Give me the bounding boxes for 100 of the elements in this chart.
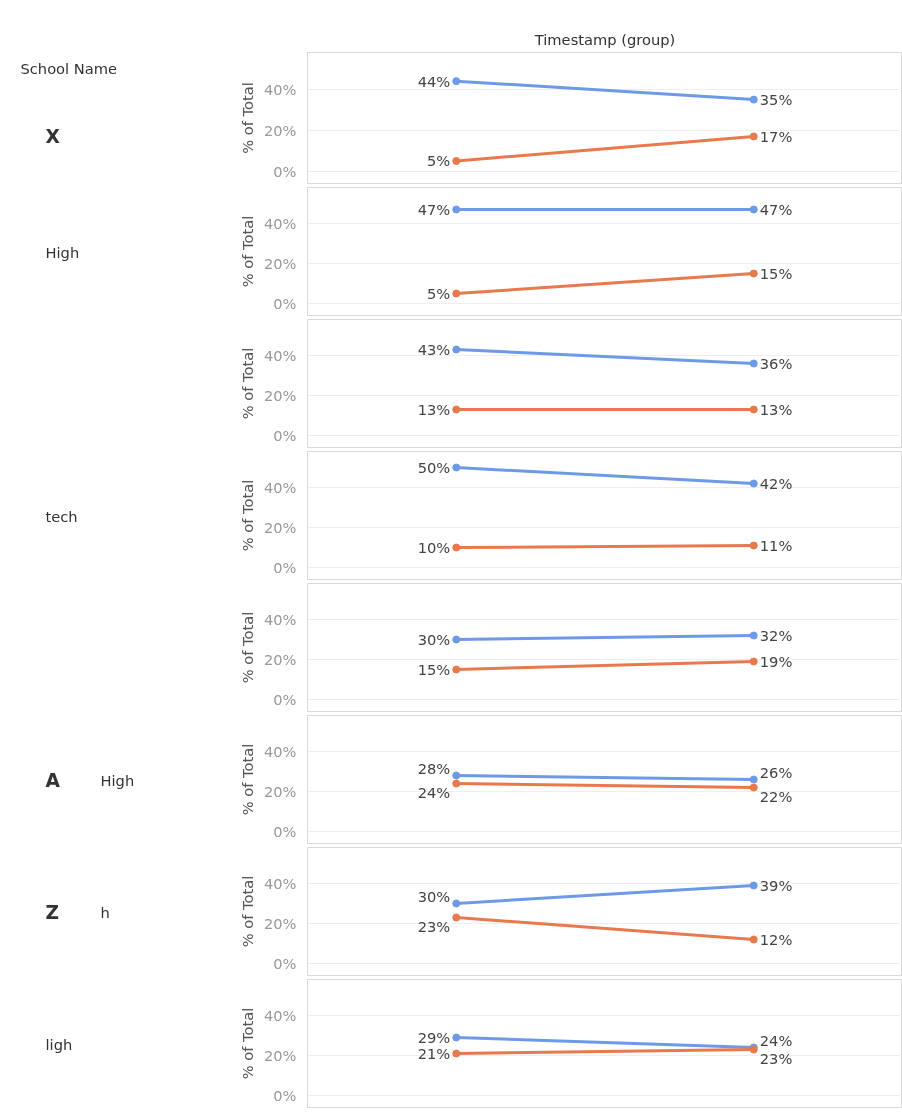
point (452, 1033, 461, 1042)
y-tick-label: 40% (263, 347, 297, 364)
y-tick-label: 0% (273, 691, 297, 708)
point (452, 543, 461, 552)
y-axis-title: % of Total (238, 611, 256, 684)
data-label: 13% (417, 401, 451, 418)
y-tick-label: 0% (273, 1087, 297, 1104)
point (452, 913, 461, 922)
text: A (45, 769, 61, 791)
data-label: 42% (759, 475, 793, 492)
point (749, 405, 758, 414)
y-tick-label: 0% (273, 162, 297, 180)
text: tech (45, 507, 78, 525)
point (749, 541, 758, 550)
data-label: 15% (417, 661, 451, 678)
text: High (100, 771, 135, 789)
point (749, 359, 758, 368)
data-label: 32% (759, 627, 793, 644)
point (452, 77, 461, 86)
data-label: 23% (417, 918, 451, 935)
text: High (45, 243, 80, 261)
data-label: 15% (759, 265, 793, 282)
chart-title: Timestamp (group) (533, 30, 676, 48)
point (749, 935, 758, 944)
data-label: 28% (417, 760, 451, 777)
point (749, 479, 758, 488)
point (749, 95, 758, 104)
data-label: 39% (759, 877, 793, 894)
data-label: 24% (759, 1032, 793, 1049)
data-label: 36% (759, 355, 793, 372)
y-tick-label: 40% (263, 611, 297, 628)
data-label: 24% (417, 784, 451, 801)
point (452, 771, 461, 780)
data-label: 29% (417, 1029, 451, 1046)
y-tick-label: 40% (263, 80, 297, 98)
point (452, 899, 461, 908)
point (452, 635, 461, 644)
data-label: 11% (759, 537, 793, 554)
point (452, 1049, 461, 1058)
data-label: 17% (759, 127, 793, 145)
point (452, 463, 461, 472)
point (452, 779, 461, 788)
point (749, 657, 758, 666)
point (452, 205, 461, 214)
point (452, 405, 461, 414)
data-label: 30% (417, 631, 451, 648)
y-tick-label: 20% (263, 651, 297, 668)
data-label: 26% (759, 764, 793, 781)
y-tick-label: 20% (263, 255, 297, 272)
y-tick-label: 0% (273, 427, 297, 444)
y-axis-title: % of Total (238, 743, 256, 816)
data-label: 5% (427, 152, 451, 170)
data-label: 47% (759, 201, 793, 218)
y-tick-label: 40% (263, 743, 297, 760)
y-tick-label: 0% (273, 559, 297, 576)
y-axis-title: % of Total (238, 875, 256, 948)
data-label: 22% (759, 788, 793, 805)
point (749, 269, 758, 278)
y-tick-label: 0% (273, 955, 297, 972)
text: ligh (45, 1035, 73, 1053)
data-label: 47% (417, 201, 451, 218)
y-tick-label: 40% (263, 215, 297, 232)
y-axis-title: % of Total (238, 1007, 256, 1080)
data-label: 10% (417, 539, 451, 556)
text: School Name (20, 60, 118, 78)
y-tick-label: 20% (263, 915, 297, 932)
data-label: 5% (427, 285, 451, 302)
y-tick-label: 20% (263, 519, 297, 536)
y-tick-label: 40% (263, 479, 297, 496)
point (452, 289, 461, 298)
y-tick-label: 20% (263, 387, 297, 404)
point (749, 132, 758, 141)
point (749, 783, 758, 792)
data-label: 43% (417, 341, 451, 358)
y-axis-title: % of Total (238, 82, 256, 154)
y-axis-title: % of Total (238, 347, 256, 420)
data-label: 21% (417, 1045, 451, 1062)
text: X (45, 125, 61, 147)
data-label: 19% (759, 653, 793, 670)
data-label: 30% (417, 888, 451, 905)
data-label: 23% (759, 1050, 793, 1067)
y-tick-label: 20% (263, 1047, 297, 1064)
y-tick-label: 20% (263, 783, 297, 800)
data-label: 50% (417, 459, 451, 476)
y-axis-title: % of Total (238, 479, 256, 552)
text: h (100, 903, 110, 921)
data-label: 12% (759, 931, 793, 948)
point (749, 775, 758, 784)
point (452, 665, 461, 674)
y-tick-label: 20% (263, 121, 297, 139)
point (452, 345, 461, 354)
data-label: 35% (759, 91, 793, 109)
point (749, 205, 758, 214)
y-tick-label: 40% (263, 1007, 297, 1024)
point (749, 631, 758, 640)
point (452, 156, 461, 165)
y-tick-label: 0% (273, 823, 297, 840)
y-tick-label: 0% (273, 295, 297, 312)
data-label: 44% (417, 72, 451, 90)
y-axis-title: % of Total (238, 215, 256, 288)
